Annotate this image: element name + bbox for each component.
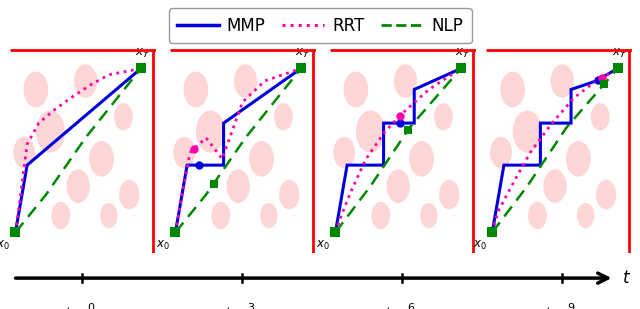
Circle shape (74, 64, 97, 98)
Circle shape (420, 203, 438, 228)
Circle shape (184, 72, 208, 107)
Circle shape (67, 169, 90, 203)
Circle shape (114, 103, 133, 130)
Text: $t$: $t$ (622, 269, 631, 287)
Circle shape (577, 203, 595, 228)
Circle shape (333, 137, 355, 168)
Circle shape (596, 180, 616, 209)
Circle shape (227, 169, 250, 203)
Circle shape (434, 103, 453, 130)
Circle shape (234, 64, 257, 98)
Text: $x_0$: $x_0$ (316, 239, 330, 252)
Circle shape (591, 103, 610, 130)
Circle shape (100, 203, 118, 228)
Circle shape (260, 203, 278, 228)
Circle shape (394, 64, 417, 98)
Circle shape (51, 202, 70, 229)
Legend: MMP, RRT, NLP: MMP, RRT, NLP (168, 8, 472, 43)
Circle shape (490, 137, 512, 168)
Circle shape (279, 180, 300, 209)
Circle shape (439, 180, 460, 209)
Circle shape (550, 64, 574, 98)
Circle shape (371, 202, 390, 229)
Circle shape (119, 180, 140, 209)
Text: $x_{\mathcal{T}}$: $x_{\mathcal{T}}$ (135, 47, 150, 60)
Circle shape (36, 111, 65, 153)
Circle shape (566, 141, 591, 177)
Circle shape (513, 111, 542, 153)
Circle shape (24, 72, 48, 107)
Text: $t = \dfrac{6}{10}$: $t = \dfrac{6}{10}$ (385, 301, 419, 309)
Text: $x_{\mathcal{T}}$: $x_{\mathcal{T}}$ (455, 47, 470, 60)
Text: $x_{\mathcal{T}}$: $x_{\mathcal{T}}$ (612, 47, 627, 60)
Circle shape (528, 202, 547, 229)
Circle shape (13, 137, 35, 168)
Circle shape (344, 72, 368, 107)
Circle shape (249, 141, 274, 177)
Text: $t = \dfrac{3}{10}$: $t = \dfrac{3}{10}$ (225, 301, 259, 309)
Circle shape (409, 141, 434, 177)
Text: $x_0$: $x_0$ (0, 239, 10, 252)
Text: $x_{\mathcal{T}}$: $x_{\mathcal{T}}$ (295, 47, 310, 60)
Circle shape (356, 111, 385, 153)
Circle shape (500, 72, 525, 107)
Circle shape (173, 137, 195, 168)
Circle shape (387, 169, 410, 203)
Text: $x_0$: $x_0$ (472, 239, 486, 252)
Circle shape (543, 169, 566, 203)
Circle shape (211, 202, 230, 229)
Text: $t = \dfrac{0}{10}$: $t = \dfrac{0}{10}$ (65, 301, 99, 309)
Text: $t = \dfrac{9}{10}$: $t = \dfrac{9}{10}$ (545, 301, 579, 309)
Circle shape (89, 141, 114, 177)
Text: $x_0$: $x_0$ (156, 239, 170, 252)
Circle shape (274, 103, 293, 130)
Circle shape (196, 111, 225, 153)
